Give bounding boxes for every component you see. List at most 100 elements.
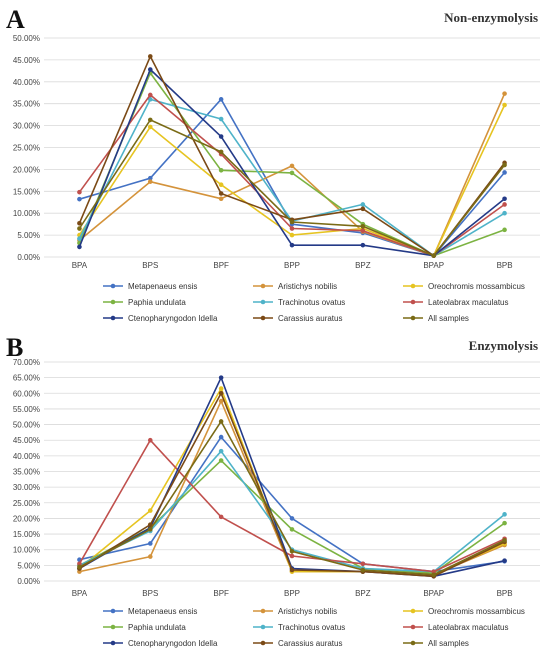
data-point	[502, 170, 507, 175]
data-point	[502, 538, 507, 543]
data-point	[289, 219, 295, 225]
legend-marker	[110, 608, 116, 614]
legend-marker	[260, 624, 266, 630]
y-tick-label: 10.00%	[13, 546, 40, 555]
data-point	[147, 541, 153, 546]
legend-label: All samples	[428, 314, 469, 323]
data-point	[218, 116, 224, 122]
legend-label: Oreochromis mossambicus	[428, 282, 525, 291]
panel-a: A Non-enzymolysis 0.00% 5.00% 10.00% 15.00%…	[6, 5, 540, 323]
data-point	[502, 196, 507, 202]
x-tick-label: BPS	[142, 261, 158, 270]
data-point	[147, 117, 153, 123]
legend-marker	[410, 640, 416, 646]
data-point	[218, 134, 224, 139]
y-tick-label: 30.00%	[13, 122, 40, 131]
series-line	[78, 387, 505, 576]
x-tick-label: BPZ	[355, 589, 371, 598]
legend-marker	[260, 608, 266, 614]
y-tick-label: 10.00%	[13, 209, 40, 218]
data-point	[147, 175, 153, 181]
y-tick-label: 60.00%	[13, 389, 40, 398]
data-point	[147, 97, 153, 102]
legend-label: Aristichys nobilis	[278, 607, 337, 616]
legend-marker	[260, 299, 266, 305]
legend-marker	[260, 283, 266, 289]
series-line	[78, 98, 506, 257]
data-point	[218, 434, 224, 440]
legend-label: Lateolabrax maculatus	[428, 623, 509, 632]
x-tick-label: BPP	[284, 589, 300, 598]
data-point	[218, 398, 224, 404]
data-point	[360, 228, 366, 234]
data-point	[502, 512, 507, 517]
data-point	[360, 202, 366, 207]
data-point	[218, 390, 224, 396]
data-point	[147, 92, 153, 98]
data-point	[289, 163, 295, 169]
data-point	[289, 232, 295, 238]
data-point	[502, 558, 507, 563]
panel-b: B Enzymolysis 0.00% 5.00% 10.00% 15.00% 20.0…	[6, 333, 540, 648]
data-point	[218, 191, 224, 196]
x-tick-label: BPF	[213, 589, 229, 598]
data-point	[218, 458, 224, 463]
legend-marker	[410, 299, 416, 305]
y-tick-label: 35.00%	[13, 468, 40, 477]
data-point	[77, 189, 82, 195]
data-point	[502, 227, 507, 233]
x-tick-label: BPZ	[355, 261, 371, 270]
data-point	[502, 520, 507, 526]
data-point	[77, 226, 82, 231]
panel-letter: B	[6, 333, 23, 362]
chart-title: Non-enzymolysis	[444, 10, 538, 25]
legend-label: Paphia undulata	[128, 298, 186, 307]
y-tick-label: 40.00%	[13, 78, 40, 87]
data-point	[77, 196, 82, 202]
data-point	[77, 564, 82, 570]
data-point	[77, 220, 82, 226]
legend-label: Lateolabrax maculatus	[428, 298, 509, 307]
legend-label: Metapenaeus ensis	[128, 607, 197, 616]
data-point	[218, 149, 224, 155]
data-point	[147, 527, 153, 532]
legend-label: Aristichys nobilis	[278, 282, 337, 291]
data-point	[147, 54, 153, 59]
legend-marker	[110, 640, 116, 646]
data-point	[77, 244, 82, 250]
data-point	[289, 226, 295, 231]
legend-marker	[410, 624, 416, 630]
data-point	[289, 170, 295, 176]
data-point	[360, 567, 366, 573]
data-point	[289, 567, 295, 573]
y-tick-label: 35.00%	[13, 100, 40, 109]
data-point	[147, 554, 153, 559]
x-tick-label: BPAP	[423, 589, 444, 598]
legend-marker	[410, 283, 416, 289]
legend-marker	[410, 315, 416, 321]
legend-label: Ctenopharyngodon Idella	[128, 314, 218, 323]
y-tick-label: 55.00%	[13, 405, 40, 414]
data-point	[502, 210, 507, 216]
x-tick-label: BPA	[72, 589, 88, 598]
legend-marker	[110, 283, 116, 289]
y-tick-label: 5.00%	[17, 561, 40, 570]
x-tick-label: BPB	[497, 589, 513, 598]
legend-label: Paphia undulata	[128, 623, 186, 632]
data-point	[289, 548, 295, 554]
data-point	[147, 522, 153, 527]
y-tick-label: 15.00%	[13, 530, 40, 539]
data-point	[218, 167, 224, 173]
y-tick-label: 65.00%	[13, 374, 40, 383]
data-point	[218, 514, 224, 520]
series-line	[78, 94, 506, 257]
series-line	[79, 98, 506, 257]
y-tick-label: 25.00%	[13, 499, 40, 508]
data-point	[147, 437, 153, 443]
data-point	[431, 253, 437, 258]
data-point	[502, 102, 507, 108]
legend-marker	[260, 640, 266, 646]
x-tick-label: BPS	[142, 589, 158, 598]
data-point	[360, 206, 366, 212]
